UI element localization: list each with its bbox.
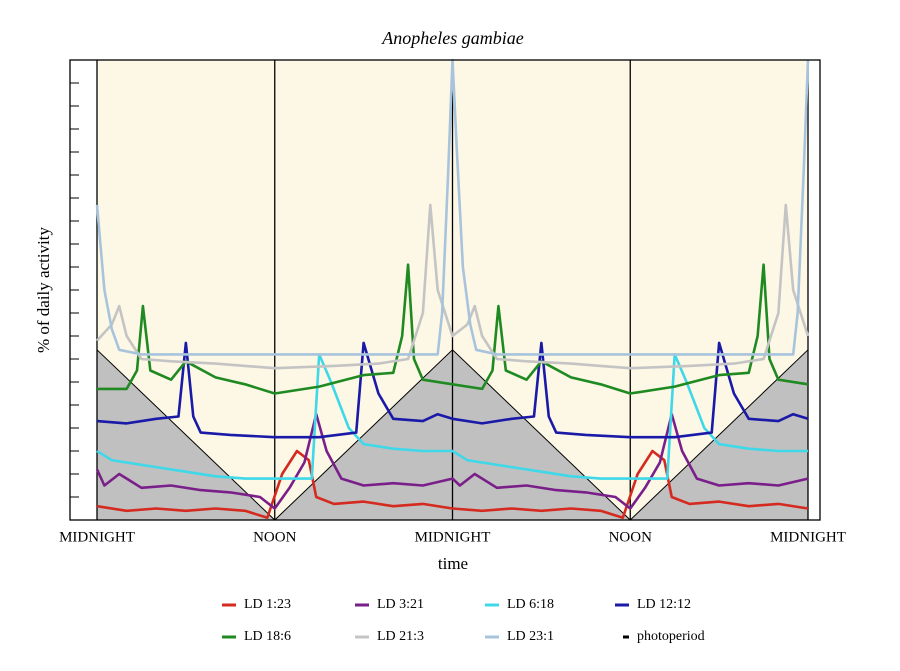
series-line (96, 353, 808, 480)
chart-title: Anopheles gambiae (381, 28, 523, 48)
legend-label: LD 1:23 (244, 597, 291, 612)
series-line (96, 203, 810, 370)
legend-label: LD 12:12 (637, 597, 691, 612)
legend-label: LD 21:3 (377, 629, 424, 644)
x-tick-label: MIDNIGHT (59, 529, 135, 545)
x-tick-label: MIDNIGHT (415, 529, 491, 545)
x-tick-label: NOON (253, 529, 296, 545)
legend-label: LD 3:21 (377, 597, 424, 612)
series-line (96, 449, 809, 520)
series-line (95, 412, 809, 510)
x-tick-label: MIDNIGHT (770, 529, 846, 545)
legend-label: LD 23:1 (507, 629, 554, 644)
y-axis-label: % of daily activity (34, 226, 53, 353)
series-line (95, 58, 810, 356)
legend-label: photoperiod (637, 629, 705, 644)
series-line (97, 263, 809, 395)
x-tick-label: NOON (609, 529, 652, 545)
legend-label: LD 6:18 (507, 597, 554, 612)
legend-label: LD 18:6 (244, 629, 291, 644)
series-line (96, 341, 809, 439)
plot-frame (69, 59, 821, 521)
x-axis-label: time (438, 554, 468, 573)
